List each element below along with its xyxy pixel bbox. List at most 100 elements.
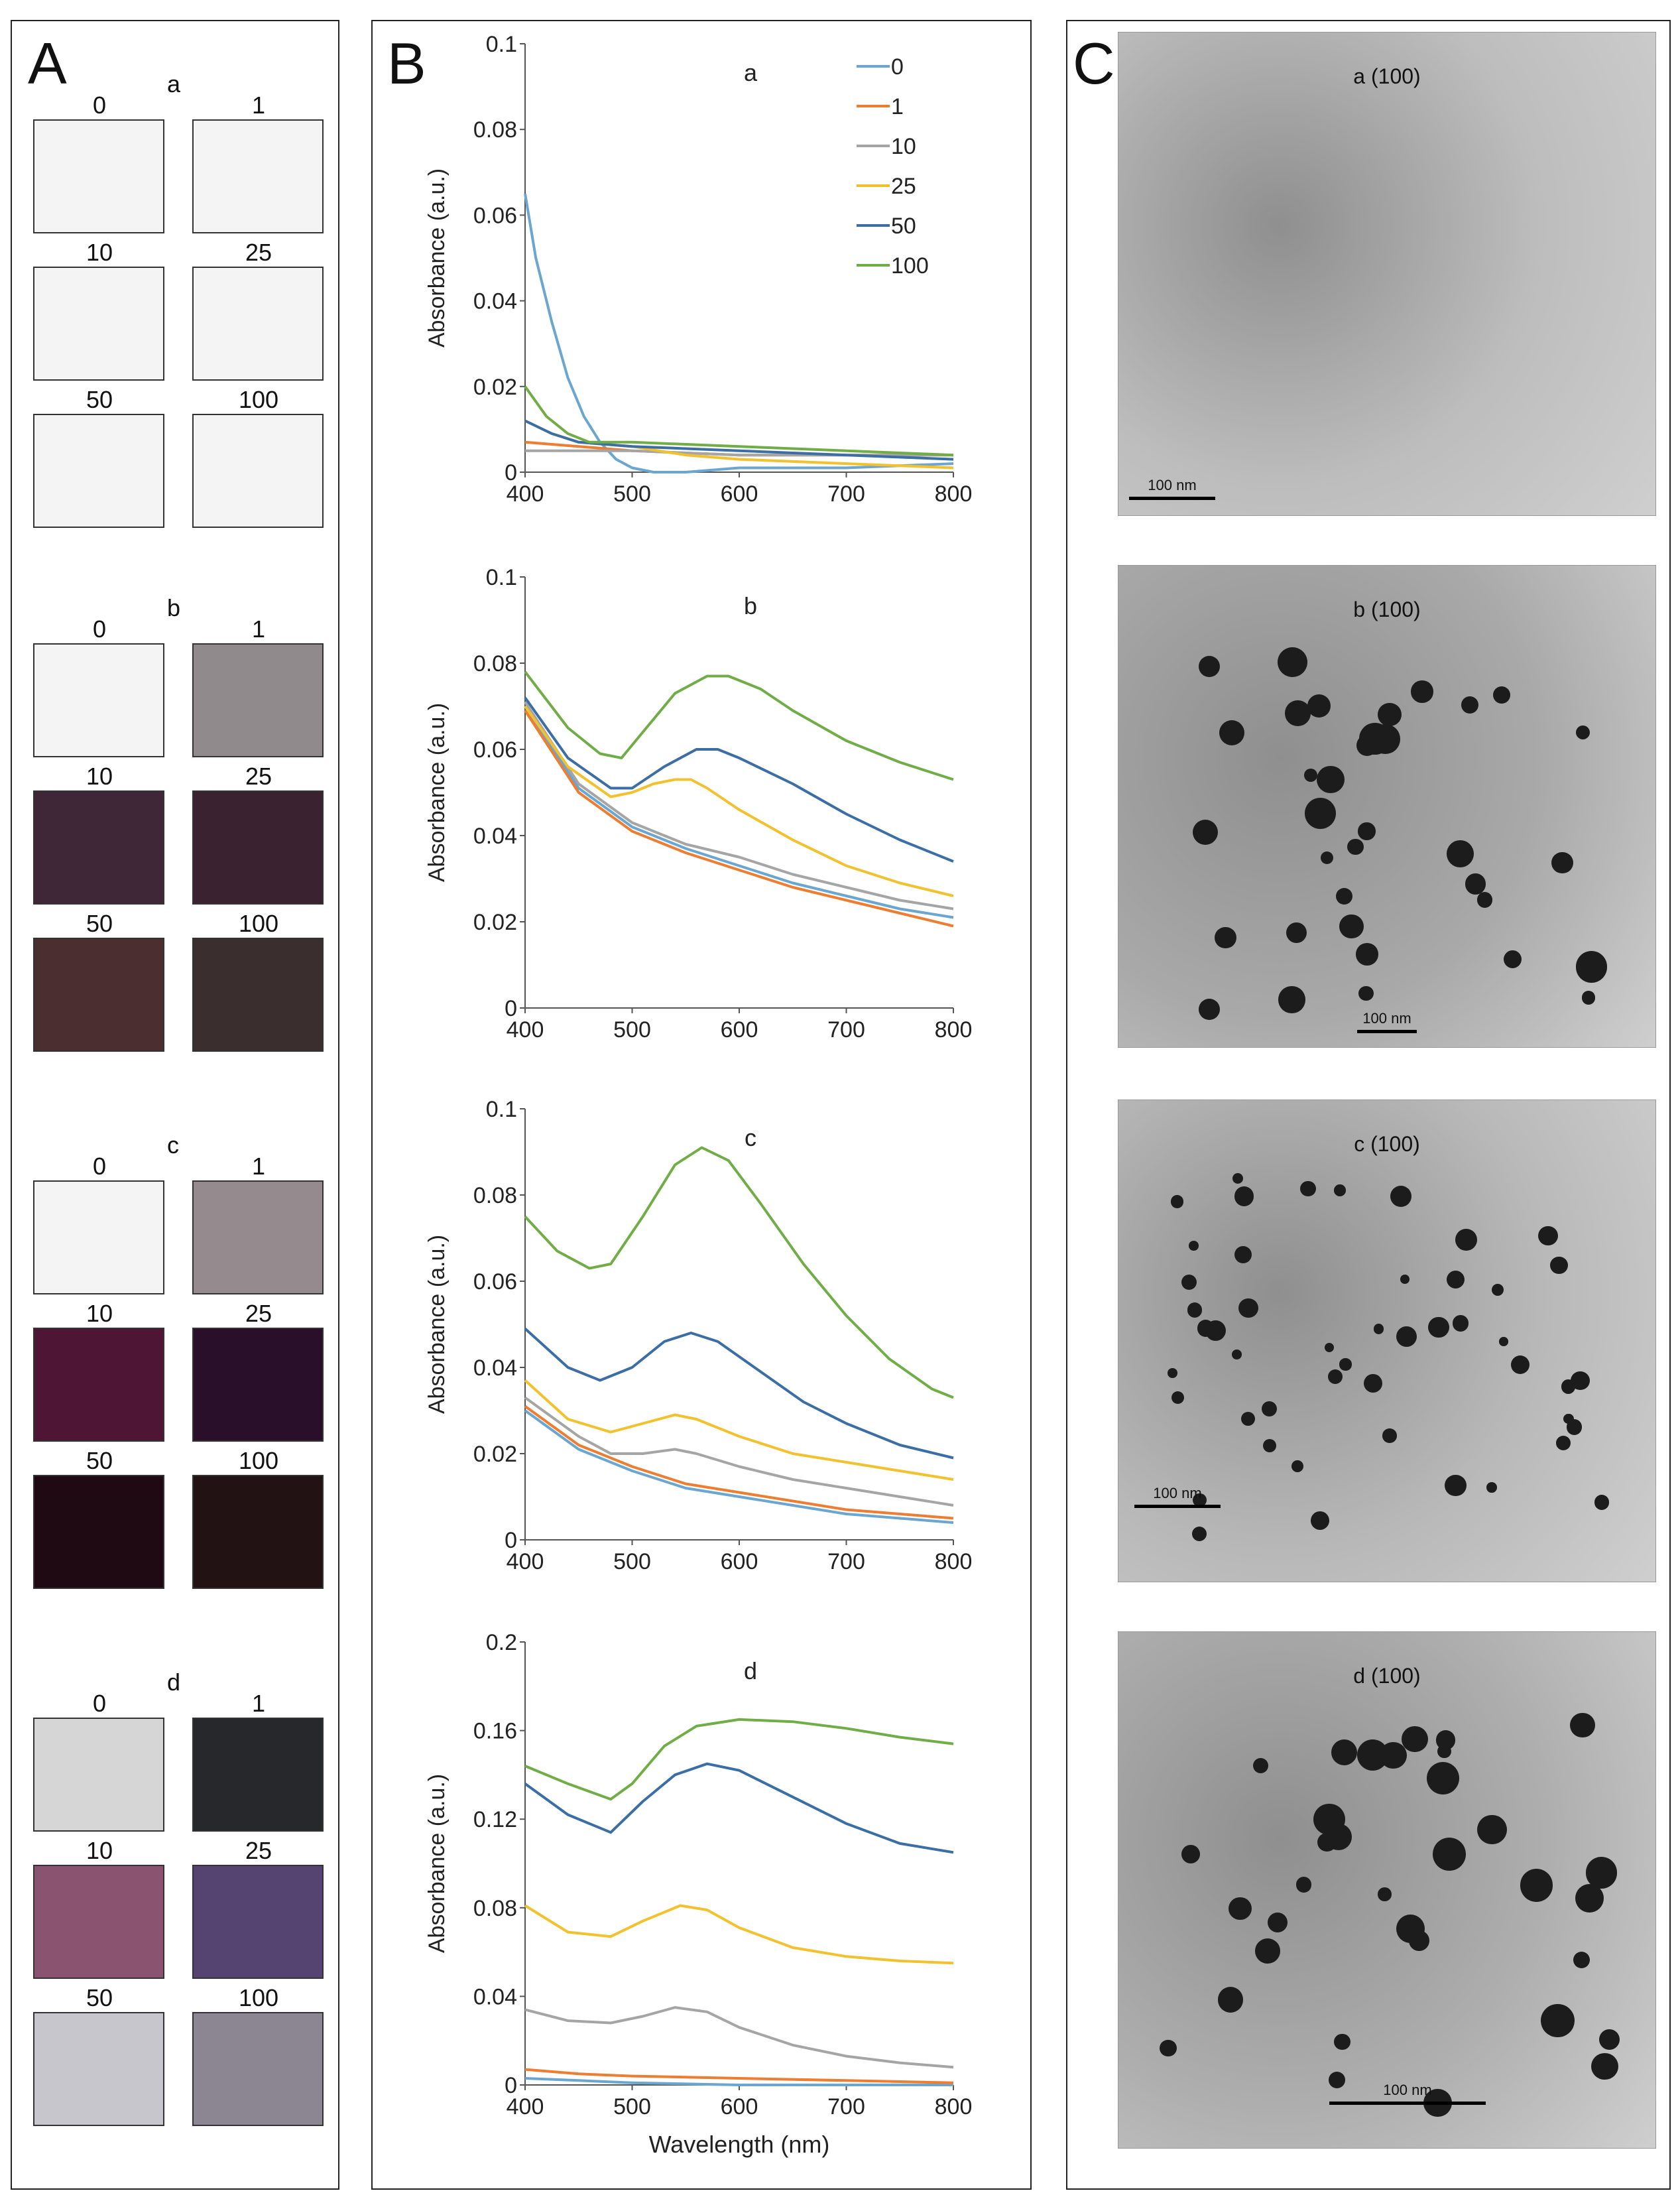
y-tick-label: 0.04 <box>473 1355 517 1381</box>
x-tick-label: 800 <box>935 1549 973 1574</box>
nanoparticle <box>1187 1302 1203 1318</box>
nanoparticle <box>1232 1173 1243 1184</box>
nanoparticle <box>1317 765 1345 794</box>
nanoparticle <box>1325 1824 1352 1850</box>
nanoparticle <box>1219 720 1245 745</box>
nanoparticle <box>1591 2052 1619 2080</box>
nanoparticle <box>1268 1913 1288 1932</box>
nanoparticle <box>1238 1298 1258 1318</box>
nanoparticle <box>1538 1226 1559 1246</box>
nanoparticle <box>1374 1324 1384 1334</box>
color-swatch <box>33 414 164 528</box>
nanoparticle <box>1170 1195 1184 1208</box>
nanoparticle <box>1427 1762 1460 1795</box>
x-tick-label: 500 <box>613 1017 651 1042</box>
x-tick-label: 600 <box>721 1017 758 1042</box>
scale-bar-label: 100 nm <box>1148 477 1197 493</box>
swatch-label: 100 <box>238 910 279 937</box>
swatch-label: 50 <box>86 1447 113 1474</box>
chart-title: a <box>744 59 758 86</box>
nanoparticle <box>1307 694 1331 718</box>
tem-image: a (100) 100 nm <box>1118 32 1656 516</box>
nanoparticle <box>1284 700 1311 726</box>
nanoparticle <box>1461 696 1478 714</box>
x-tick-label: 400 <box>507 1549 544 1574</box>
swatch-label: 50 <box>86 386 113 413</box>
swatch-group-letter: a <box>167 70 181 97</box>
swatch-label: 25 <box>245 239 272 266</box>
scale-bar <box>1134 1505 1221 1508</box>
x-tick-label: 800 <box>935 1017 973 1042</box>
x-tick-label: 600 <box>721 1549 758 1574</box>
color-swatch <box>33 2012 164 2126</box>
x-tick-label: 500 <box>613 2094 651 2119</box>
nanoparticle <box>1585 1857 1618 1889</box>
nanoparticle <box>1575 1883 1604 1913</box>
nanoparticle <box>1335 887 1352 905</box>
nanoparticle <box>1291 1460 1304 1472</box>
x-tick-label: 400 <box>507 1017 544 1042</box>
series-line-25 <box>524 1904 954 1965</box>
tem-image: d (100) 100 nm <box>1118 1631 1656 2149</box>
nanoparticle <box>1511 1355 1530 1375</box>
nanoparticle <box>1334 2033 1350 2050</box>
nanoparticle <box>1234 1245 1252 1264</box>
nanoparticle <box>1364 1374 1383 1393</box>
nanoparticle <box>1575 725 1590 740</box>
nanoparticle <box>1581 991 1596 1005</box>
chart-title: c <box>745 1124 756 1151</box>
nanoparticle <box>1573 1951 1590 1968</box>
color-swatch <box>33 1180 164 1294</box>
scale-bar-label: 100 nm <box>1383 2082 1432 2098</box>
nanoparticle <box>1446 1270 1465 1289</box>
legend-entry: 1 <box>891 94 904 119</box>
color-swatch <box>33 1865 164 1979</box>
nanoparticle <box>1181 1275 1197 1290</box>
nanoparticle <box>1452 1315 1469 1332</box>
tem-label: b (100) <box>1353 597 1421 621</box>
color-swatch <box>192 643 324 757</box>
nanoparticle <box>1570 1712 1596 1738</box>
color-swatch <box>33 119 164 233</box>
nanoparticle <box>1550 1256 1568 1275</box>
swatch-label: 0 <box>92 92 107 119</box>
panel-letter-b: B <box>387 31 426 96</box>
swatch-label: 10 <box>86 1300 113 1327</box>
nanoparticle <box>1339 914 1364 939</box>
nanoparticle <box>1168 1368 1178 1379</box>
y-tick-label: 0 <box>505 460 517 485</box>
x-tick-label: 800 <box>935 2094 973 2119</box>
x-tick-label: 800 <box>935 481 973 507</box>
swatch-label: 0 <box>92 1153 107 1180</box>
nanoparticle <box>1390 1186 1411 1208</box>
nanoparticle <box>1567 1419 1583 1435</box>
y-tick-label: 0.2 <box>486 1630 517 1655</box>
nanoparticle <box>1286 922 1307 944</box>
nanoparticle <box>1411 680 1433 703</box>
swatch-label: 1 <box>251 92 266 119</box>
x-tick-label: 700 <box>827 1549 865 1574</box>
panel-a: A a 0 1 10 25 50 100 b 0 1 10 25 50 100 c 0 1 10 25 50 100 d 0… <box>11 20 339 2190</box>
panel-letter-c: C <box>1073 31 1115 96</box>
nanoparticle <box>1277 647 1307 678</box>
nanoparticle <box>1339 1358 1352 1371</box>
y-tick-label: 0.06 <box>473 737 517 763</box>
series-line-10 <box>524 701 954 911</box>
nanoparticle <box>1278 986 1305 1013</box>
y-tick-label: 0.04 <box>473 1984 517 2009</box>
series-line-10 <box>524 1396 954 1507</box>
series-line-25 <box>524 1379 954 1481</box>
series-line-50 <box>524 1328 954 1460</box>
panel-b: B 0 0.02 0.04 0.06 0.08 0.1 400 500 600 700 800 Abs… <box>371 20 1032 2190</box>
y-tick-label: 0.06 <box>473 1269 517 1294</box>
nanoparticle <box>1334 1184 1346 1197</box>
nanoparticle <box>1304 768 1317 782</box>
nanoparticle <box>1380 1741 1407 1769</box>
nanoparticle <box>1444 1474 1467 1497</box>
color-swatch <box>192 1865 324 1979</box>
panel-letter-a: A <box>28 31 67 96</box>
scale-bar <box>1129 497 1215 500</box>
y-tick-label: 0.04 <box>473 289 517 314</box>
series-line-0 <box>524 705 954 919</box>
